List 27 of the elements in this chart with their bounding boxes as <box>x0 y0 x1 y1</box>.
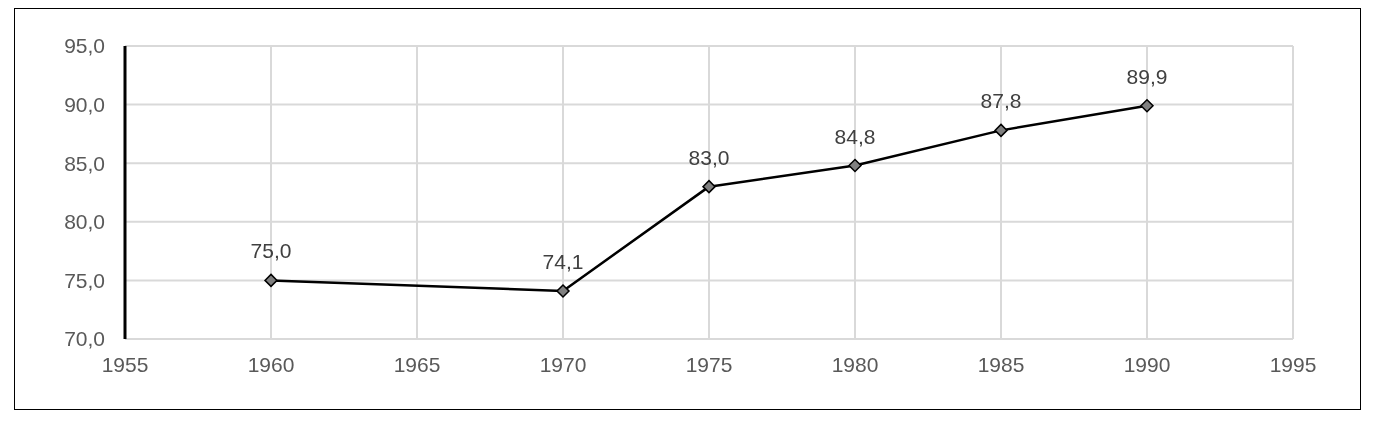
x-tick-label: 1990 <box>1123 352 1171 376</box>
x-tick-label: 1975 <box>685 352 733 376</box>
x-tick-label: 1965 <box>393 352 441 376</box>
y-tick-label: 95,0 <box>64 34 105 58</box>
point <box>994 123 1008 138</box>
point <box>848 158 862 173</box>
x-tick-label: 1970 <box>539 352 587 376</box>
data-label: 87,8 <box>980 89 1022 113</box>
x-tick-label: 1985 <box>977 352 1025 376</box>
point <box>702 179 716 194</box>
x-tick-label: 1960 <box>247 352 295 376</box>
y-tick-label: 70,0 <box>64 327 105 351</box>
point <box>1140 99 1154 113</box>
y-tick-label: 90,0 <box>64 93 105 117</box>
x-tick-label: 1995 <box>1269 352 1317 376</box>
data-label: 74,1 <box>542 249 584 273</box>
data-label: 89,9 <box>1126 64 1168 88</box>
y-tick-label: 85,0 <box>64 151 105 175</box>
data-label: 75,0 <box>250 239 292 263</box>
data-label: 83,0 <box>688 145 730 169</box>
point <box>264 273 278 288</box>
x-tick-label: 1980 <box>831 352 879 376</box>
data-label: 84,8 <box>834 124 876 148</box>
y-tick-label: 75,0 <box>64 268 105 292</box>
x-tick-label: 1955 <box>101 352 149 376</box>
y-tick-label: 80,0 <box>64 210 105 234</box>
point <box>556 284 570 298</box>
